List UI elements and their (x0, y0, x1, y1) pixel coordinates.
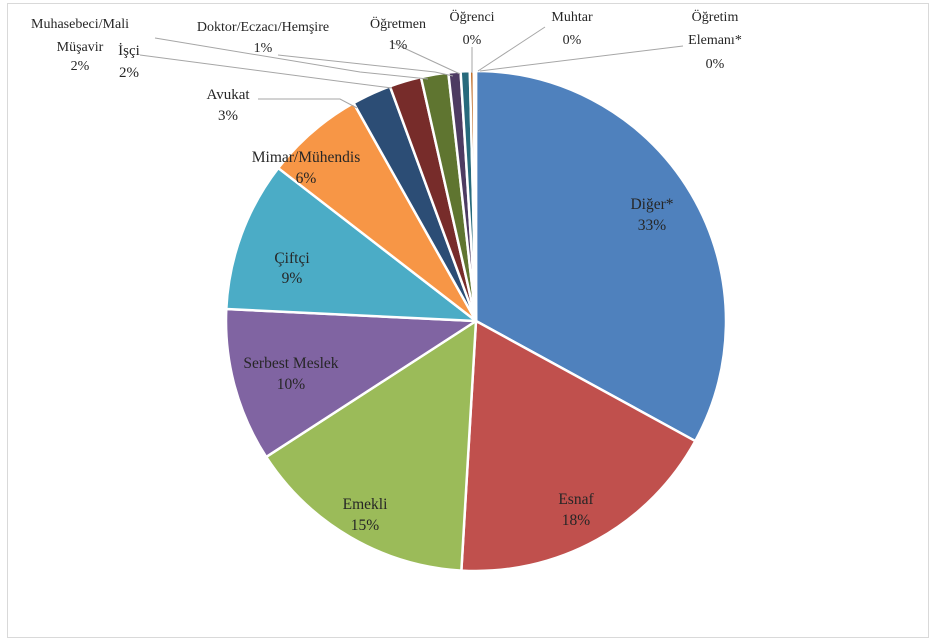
label-emekli: Emekli (343, 496, 388, 513)
label-muhasebeci-line2: Müşavir (57, 40, 104, 55)
leader-line-avukat (258, 98, 358, 109)
label-muhtar: Muhtar (551, 10, 593, 25)
data-labels: Diğer* 33% Esnaf 18% Emekli 15% Serbest … (31, 8, 742, 534)
label-diger: Diğer* (630, 196, 673, 213)
label-ogretim-line1: Öğretim (692, 8, 739, 25)
pie-slice-4 (225, 166, 478, 323)
pie-slices (224, 69, 728, 573)
leader-lines (139, 26, 684, 109)
pct-mimar: 6% (296, 170, 317, 187)
leader-line-doktor (277, 54, 454, 77)
label-doktor: Doktor/Eczacı/Hemşire (197, 20, 329, 35)
pie-slice-2 (264, 319, 478, 572)
leader-line-ogretmen (390, 41, 461, 75)
pct-serbest-meslek: 10% (277, 376, 306, 393)
pct-muhasebeci: 2% (71, 59, 90, 74)
label-ogrenci: Öğrenci (449, 8, 494, 25)
pct-ogretim: 0% (706, 57, 725, 72)
leader-line-muhtar (477, 26, 546, 72)
pct-ciftci: 9% (282, 270, 303, 287)
label-serbest-meslek: Serbest Meslek (243, 355, 338, 372)
label-muhasebeci-line1: Muhasebeci/Mali (31, 17, 129, 32)
label-ogretim-line2: Elemanı* (688, 33, 742, 48)
label-ciftci: Çiftçi (274, 250, 310, 267)
pct-emekli: 15% (351, 517, 380, 534)
leader-line-ogretim (479, 45, 684, 72)
pct-esnaf: 18% (562, 512, 591, 529)
label-ogretmen: Öğretmen (370, 15, 426, 32)
pct-muhtar: 0% (563, 33, 582, 48)
pct-isci: 2% (119, 65, 139, 81)
pie-slice-13 (473, 69, 478, 323)
pie-slice-0 (474, 69, 728, 443)
label-avukat: Avukat (206, 87, 250, 103)
pie-slice-1 (460, 319, 697, 573)
leader-line-muhasebeci (154, 37, 429, 80)
pie-slice-3 (224, 307, 478, 459)
pct-diger: 33% (638, 217, 667, 234)
label-esnaf: Esnaf (558, 491, 594, 508)
label-isci: İşçi (118, 43, 140, 59)
label-mimar: Mimar/Mühendis (252, 149, 361, 166)
pct-ogrenci: 0% (463, 33, 482, 48)
pct-ogretmen: 1% (389, 38, 408, 53)
leader-line-isci (139, 54, 393, 89)
pct-doktor: 1% (254, 41, 273, 56)
pct-avukat: 3% (218, 108, 238, 124)
